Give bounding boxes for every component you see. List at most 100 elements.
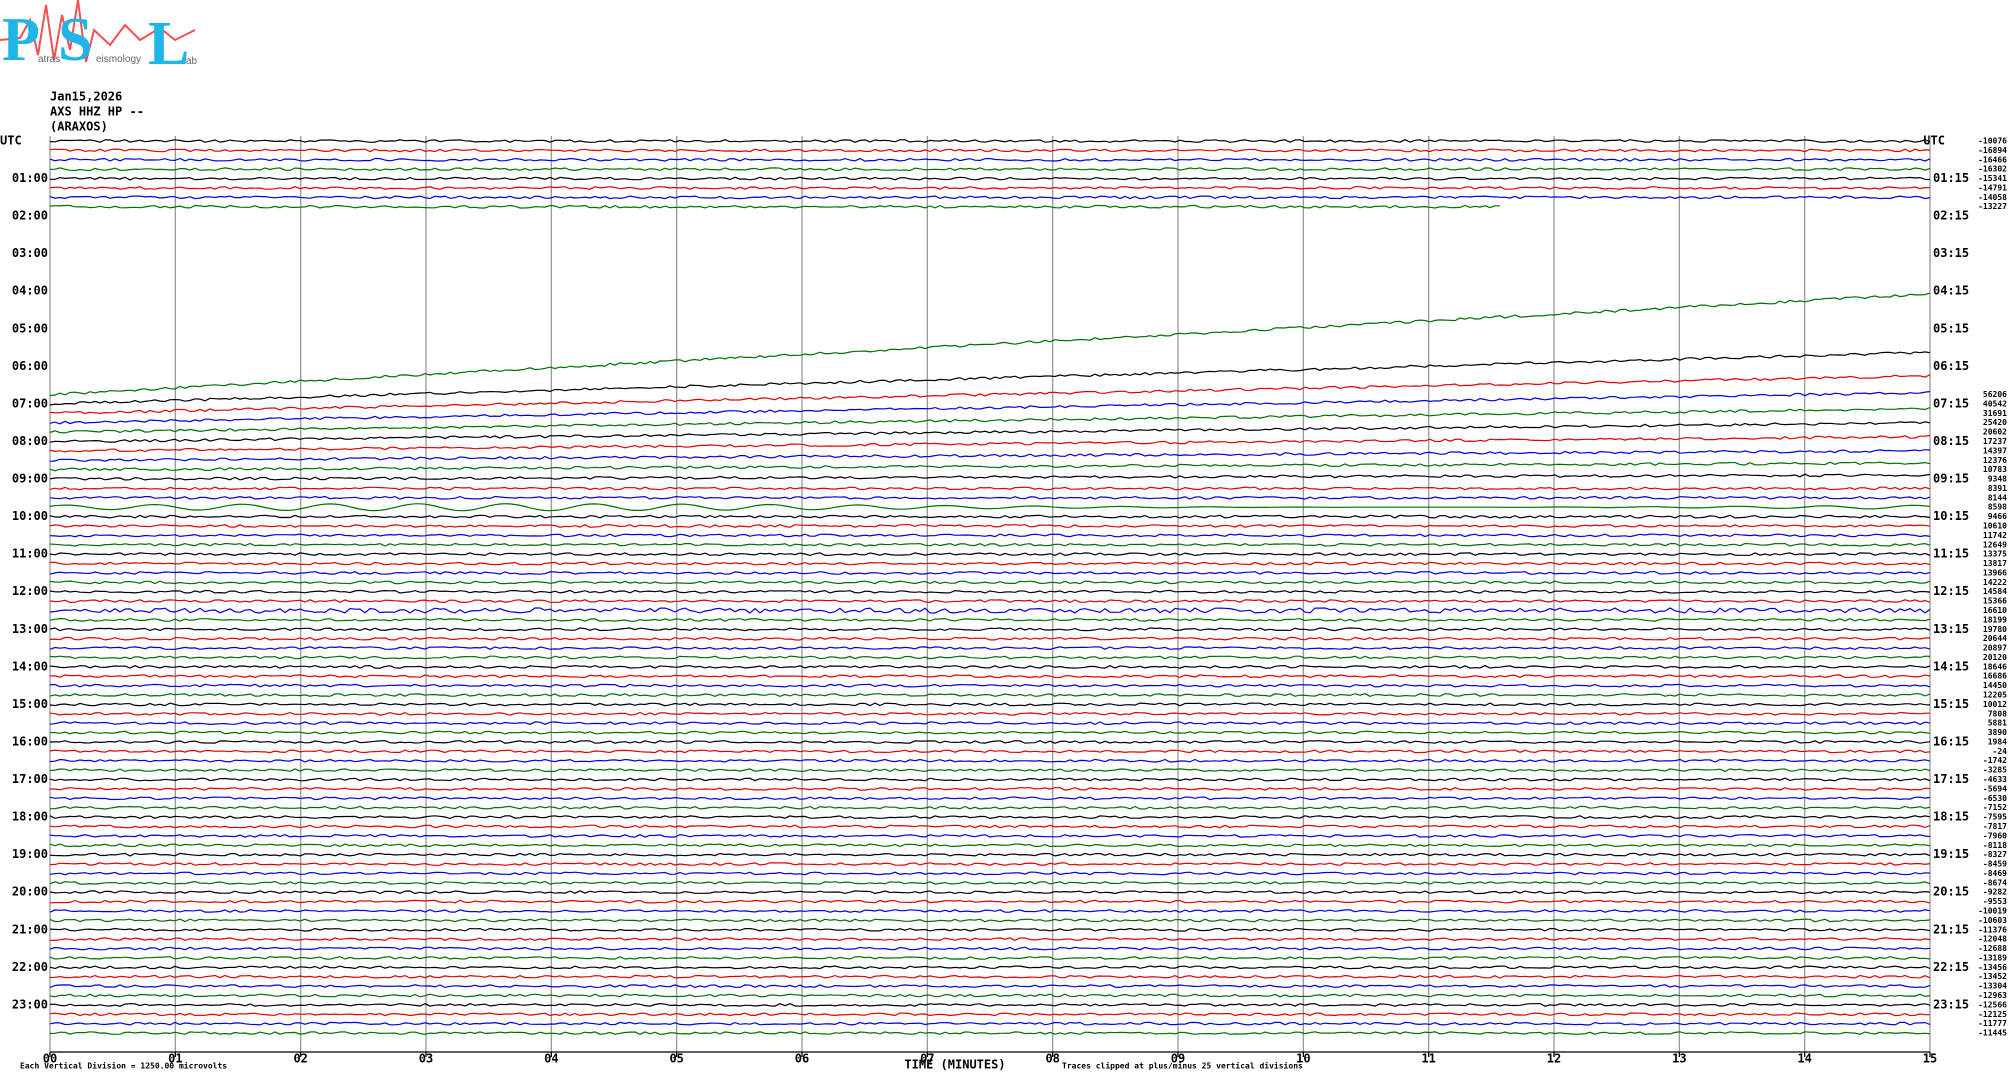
row-value: -16302 xyxy=(1978,165,2007,174)
row-value: 12649 xyxy=(1983,540,2007,549)
row-value: 19780 xyxy=(1983,625,2007,634)
row-time-right: 18:15 xyxy=(1933,810,1969,824)
row-value: 7808 xyxy=(1988,709,2007,718)
row-time-left: 07:00 xyxy=(12,396,48,410)
row-time-left: 15:00 xyxy=(12,697,48,711)
trace xyxy=(49,740,1931,744)
row-value: 14450 xyxy=(1983,681,2007,690)
row-value: 40542 xyxy=(1983,399,2007,408)
x-tick-label: 03 xyxy=(419,1052,433,1066)
trace xyxy=(49,503,1931,512)
trace xyxy=(49,1031,1931,1035)
row-value: -11376 xyxy=(1978,925,2007,934)
row-value: -13189 xyxy=(1978,953,2007,962)
row-value: 8598 xyxy=(1988,503,2007,512)
row-value: 8391 xyxy=(1988,484,2007,493)
trace xyxy=(49,1012,1930,1017)
row-value: 1984 xyxy=(1988,737,2007,746)
trace xyxy=(49,157,1931,162)
trace xyxy=(49,909,1931,913)
row-value: -11445 xyxy=(1978,1029,2007,1038)
row-value: 8144 xyxy=(1988,493,2007,502)
row-time-left: 02:00 xyxy=(12,209,48,223)
row-value: -4633 xyxy=(1983,775,2007,784)
trace xyxy=(49,918,1931,923)
row-value: -13452 xyxy=(1978,972,2007,981)
row-value: -5694 xyxy=(1983,784,2007,793)
row-value: -10603 xyxy=(1978,916,2007,925)
location: (ARAXOS) xyxy=(50,120,108,134)
row-value: 14397 xyxy=(1983,446,2007,455)
trace xyxy=(49,524,1931,528)
row-time-right: 19:15 xyxy=(1933,847,1969,861)
row-time-right: 03:15 xyxy=(1933,246,1969,260)
row-value: 15366 xyxy=(1983,597,2007,606)
x-tick-label: 14 xyxy=(1797,1052,1811,1066)
logo: P S L atras eismology ab xyxy=(0,0,198,78)
row-time-right: 09:15 xyxy=(1933,472,1969,486)
logo-letter: S xyxy=(58,6,92,74)
trace xyxy=(49,749,1931,754)
row-time-right: 16:15 xyxy=(1933,734,1969,748)
row-value: -8118 xyxy=(1983,841,2007,850)
logo-word: ab xyxy=(186,56,198,67)
row-time-left: 23:00 xyxy=(12,997,48,1011)
trace xyxy=(49,833,1931,838)
trace xyxy=(49,805,1931,810)
trace xyxy=(49,580,1931,585)
row-time-right: 14:15 xyxy=(1933,659,1969,673)
row-time-right: 13:15 xyxy=(1933,622,1969,636)
row-value: -16894 xyxy=(1978,146,2007,155)
trace xyxy=(49,730,1931,735)
trace xyxy=(50,674,1931,679)
x-tick-label: 01 xyxy=(168,1052,182,1066)
trace xyxy=(49,514,1931,519)
trace xyxy=(49,195,1931,200)
row-time-right: 07:15 xyxy=(1933,396,1969,410)
logo-word: eismology xyxy=(96,54,141,65)
row-time-left: 13:00 xyxy=(12,622,48,636)
trace xyxy=(49,955,1931,960)
row-value: 3890 xyxy=(1988,728,2007,737)
row-value: -16466 xyxy=(1978,155,2007,164)
row-value: 31691 xyxy=(1983,409,2007,418)
row-time-right: 20:15 xyxy=(1933,885,1969,899)
row-value: -8469 xyxy=(1983,869,2007,878)
row-value: 16610 xyxy=(1983,606,2007,615)
trace xyxy=(49,843,1931,848)
row-value: -13304 xyxy=(1978,982,2007,991)
row-value: 10783 xyxy=(1983,465,2007,474)
row-time-left: 12:00 xyxy=(12,584,48,598)
trace xyxy=(49,139,1931,143)
row-time-left: 22:00 xyxy=(12,960,48,974)
trace xyxy=(49,434,1931,453)
trace xyxy=(49,974,1931,979)
row-value: -12125 xyxy=(1978,1010,2007,1019)
trace xyxy=(49,167,1931,172)
trace xyxy=(49,636,1931,641)
row-time-left: 16:00 xyxy=(12,734,48,748)
row-time-right: 23:15 xyxy=(1933,997,1969,1011)
trace xyxy=(49,702,1931,707)
row-value: 56206 xyxy=(1983,390,2007,399)
x-tick-label: 12 xyxy=(1547,1052,1561,1066)
x-tick-label: 11 xyxy=(1421,1052,1435,1066)
row-value: -13456 xyxy=(1978,963,2007,972)
row-value: -7817 xyxy=(1983,822,2007,831)
row-value: 12205 xyxy=(1983,691,2007,700)
trace xyxy=(49,646,1931,651)
trace xyxy=(49,374,1931,415)
row-value: 20602 xyxy=(1983,428,2007,437)
logo-word: atras xyxy=(38,54,60,65)
logo-letter: L xyxy=(148,10,189,78)
trace xyxy=(50,176,1931,181)
x-tick-label: 06 xyxy=(795,1052,809,1066)
trace xyxy=(49,711,1930,716)
x-tick-label: 02 xyxy=(293,1052,307,1066)
row-value: -7960 xyxy=(1983,831,2007,840)
row-value: -12566 xyxy=(1978,1000,2007,1009)
trace xyxy=(49,693,1931,697)
row-value: 18199 xyxy=(1983,615,2007,624)
trace xyxy=(50,786,1931,791)
